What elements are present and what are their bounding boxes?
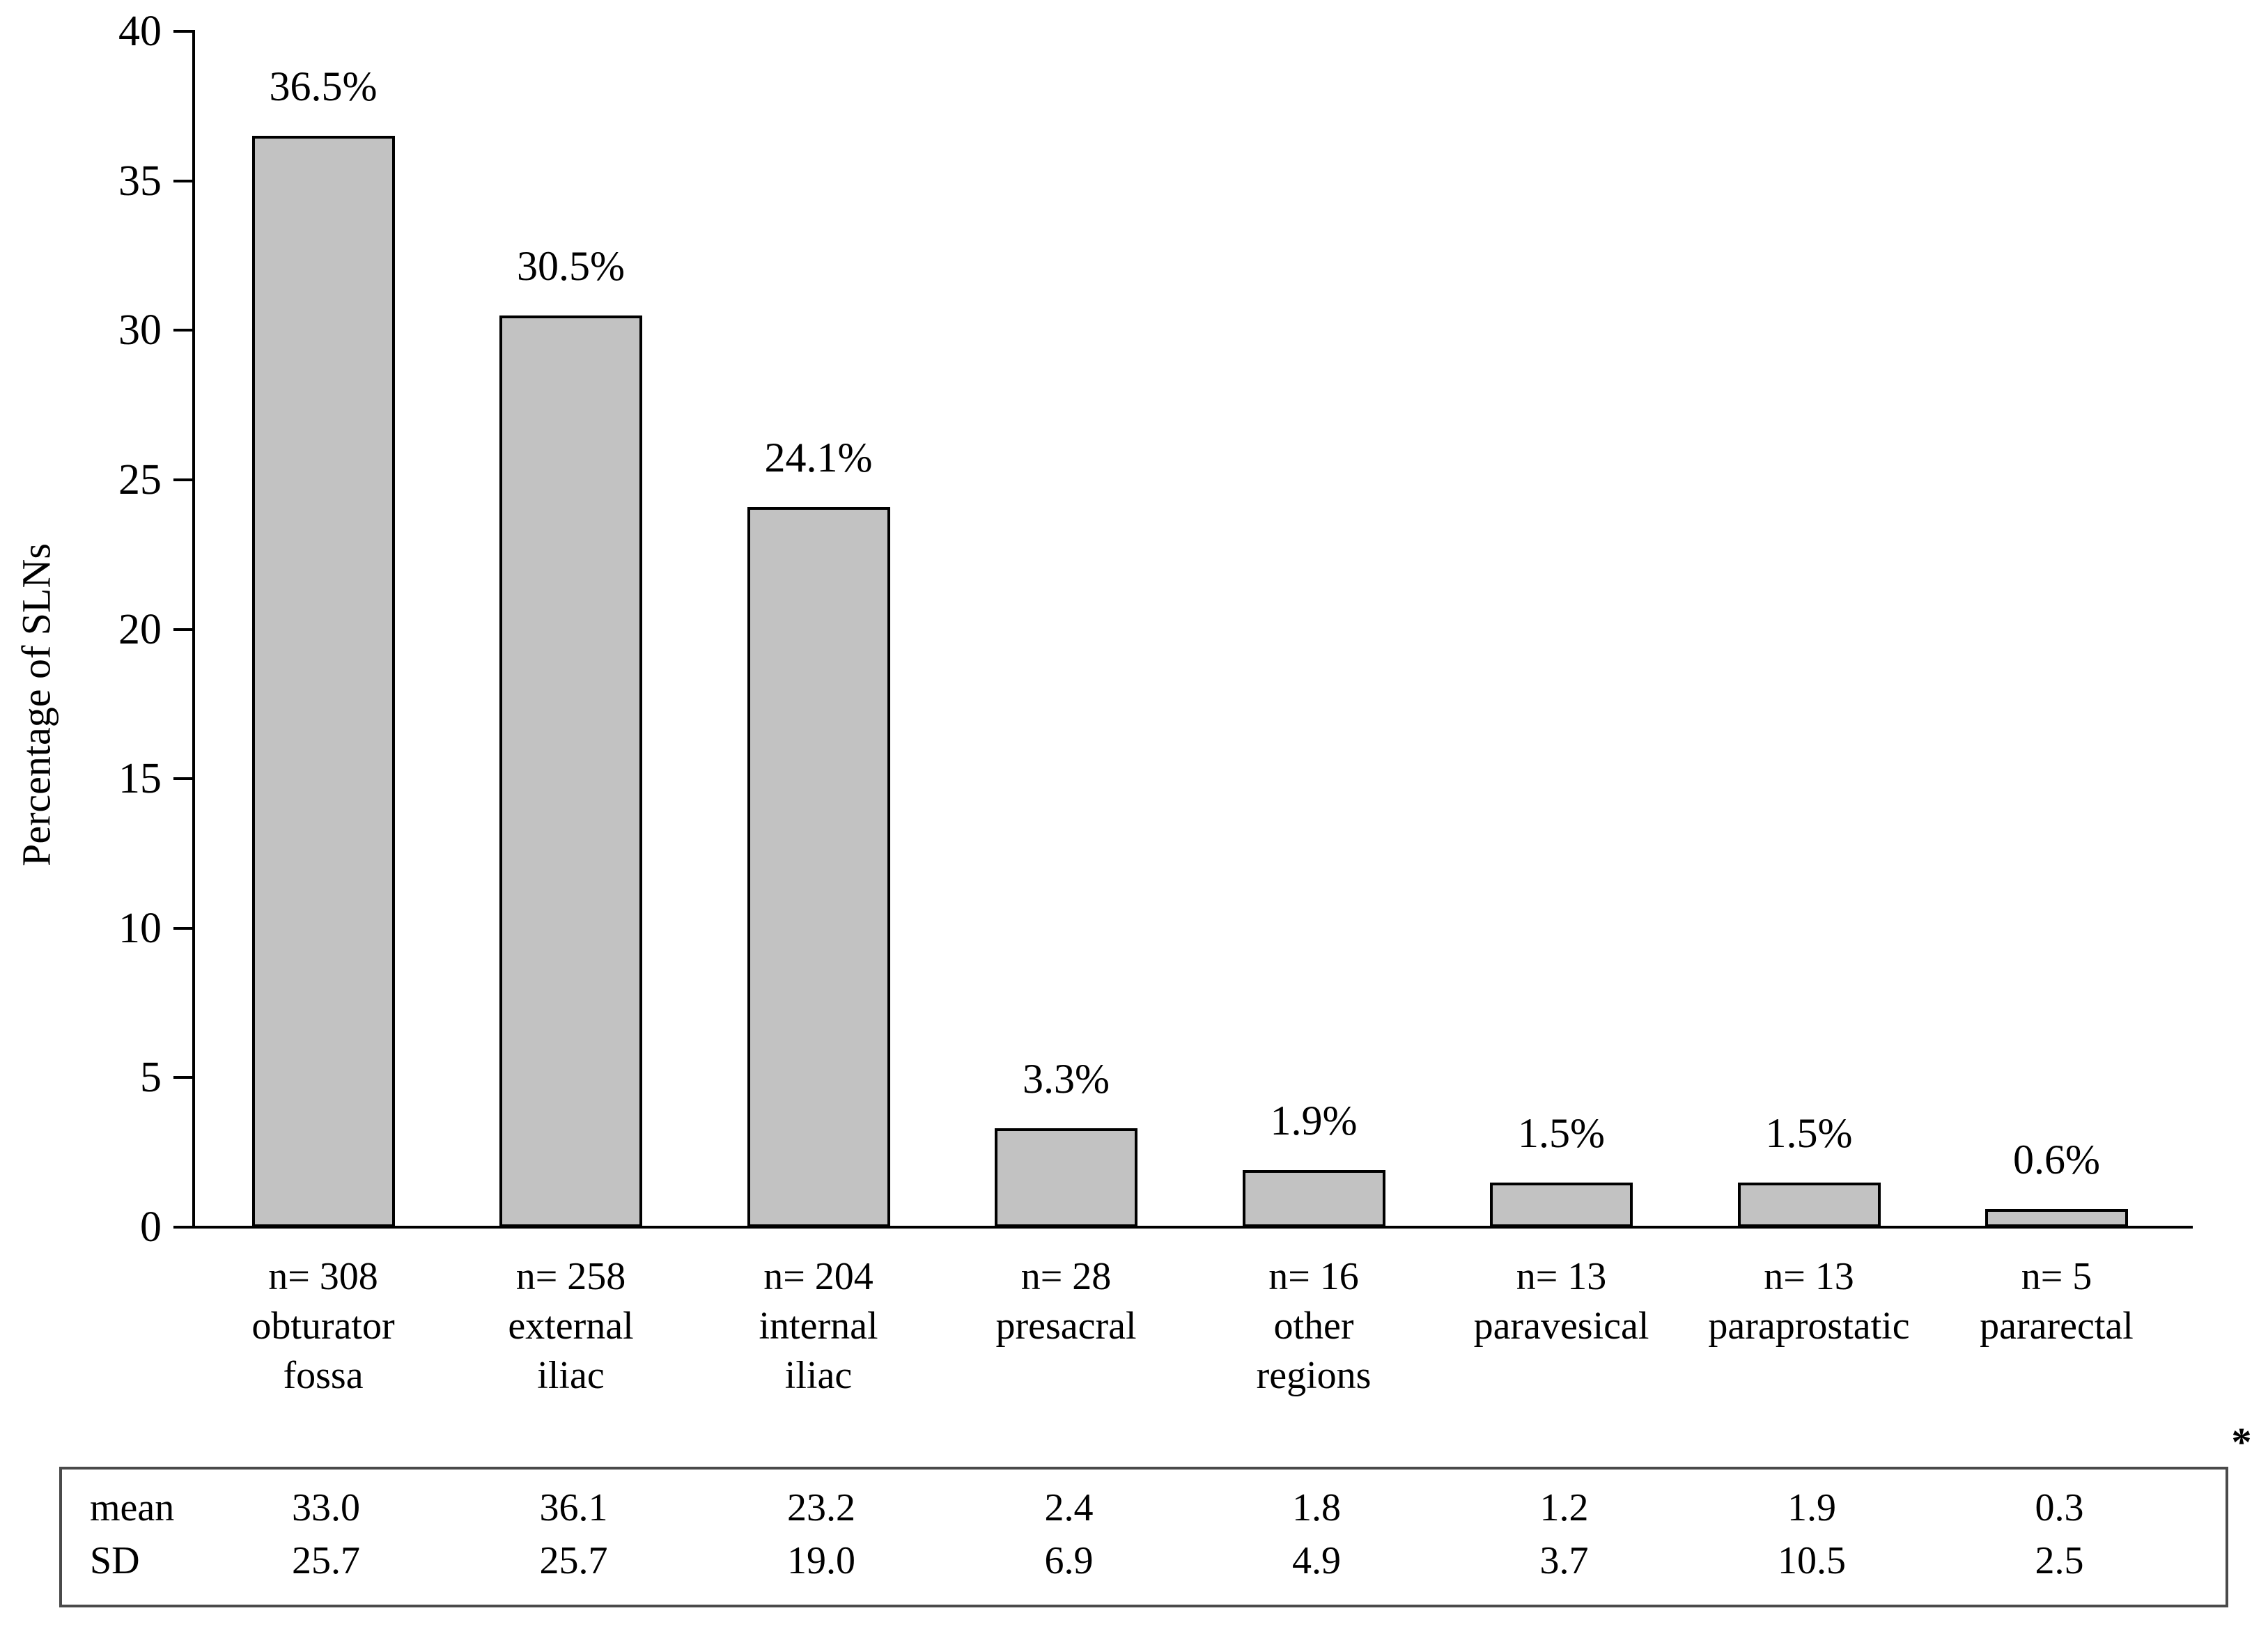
x-category-line: n= 13 [1764, 1255, 1854, 1298]
bar [1985, 1209, 2128, 1227]
bar-value-label: 1.5% [1765, 1109, 1853, 1156]
x-category-line: paraprostatic [1708, 1304, 1910, 1348]
bar-value-label: 1.5% [1518, 1109, 1605, 1156]
x-category-line: presacral [995, 1304, 1137, 1348]
y-tick-mark [173, 1226, 192, 1229]
bar [251, 136, 395, 1227]
stats-cell: 19.0 [787, 1539, 855, 1582]
x-category-line: other [1273, 1304, 1354, 1348]
x-category-line: obturator [251, 1304, 395, 1348]
y-tick-label: 25 [118, 455, 162, 504]
stats-cell: 1.9 [1787, 1486, 1836, 1529]
bar-value-label: 1.9% [1270, 1098, 1358, 1144]
x-category-label: n= 258 external iliac [425, 1252, 717, 1401]
y-tick-label: 30 [118, 306, 162, 354]
x-category-line: regions [1256, 1354, 1372, 1397]
y-axis-line [192, 30, 195, 1229]
bar-value-label: 36.5% [269, 63, 378, 110]
x-axis-line [192, 1226, 2193, 1229]
stats-cell: 10.5 [1778, 1539, 1846, 1582]
y-tick-mark [173, 179, 192, 182]
x-category-line: paravesical [1473, 1304, 1649, 1348]
stats-cell: 33.0 [292, 1486, 360, 1529]
stats-cell: 25.7 [539, 1539, 608, 1582]
x-category-line: external [508, 1304, 634, 1348]
x-category-line: fossa [283, 1354, 364, 1397]
stats-cell: 1.2 [1539, 1486, 1589, 1529]
x-category-line: n= 308 [268, 1255, 378, 1298]
y-tick-mark [173, 777, 192, 781]
x-category-label: n= 204 internal iliac [672, 1252, 965, 1401]
bar [499, 315, 642, 1227]
y-tick-label: 20 [118, 605, 162, 653]
x-category-line: n= 16 [1268, 1255, 1359, 1298]
bar-value-label: 30.5% [517, 242, 625, 289]
y-tick-label: 5 [140, 1054, 162, 1102]
footnote-asterisk-marker: * [2231, 1419, 2252, 1465]
x-category-label: n= 16 other regions [1167, 1252, 1460, 1401]
y-tick-label: 35 [118, 157, 162, 205]
stats-row-label: SD [90, 1539, 140, 1582]
stats-row-label: mean [90, 1486, 175, 1529]
x-category-line: n= 258 [515, 1255, 626, 1298]
x-category-line: internal [759, 1304, 878, 1348]
bar [1737, 1182, 1881, 1227]
y-tick-label: 15 [118, 755, 162, 803]
stats-table: mean 33.0 36.1 23.2 2.4 1.8 1.2 1.9 0.3 SD 25.7 25.… [59, 1467, 2228, 1607]
x-category-line: iliac [537, 1354, 605, 1397]
stats-cell: 2.4 [1044, 1486, 1094, 1529]
stats-cell: 1.8 [1292, 1486, 1341, 1529]
x-category-line: n= 13 [1516, 1255, 1607, 1298]
y-axis-title: Percentage of SLNs [13, 543, 59, 866]
y-tick-label: 0 [140, 1203, 162, 1251]
y-tick-label: 10 [118, 904, 162, 952]
y-tick-mark [173, 628, 192, 631]
x-category-label: n= 308 obturator fossa [177, 1252, 469, 1401]
y-tick-mark [173, 329, 192, 332]
y-tick-label: 40 [118, 8, 162, 55]
stats-cell: 36.1 [539, 1486, 608, 1529]
stats-cell: 25.7 [292, 1539, 360, 1582]
bar [1242, 1170, 1385, 1227]
x-category-label: n= 28 presacral [920, 1252, 1213, 1351]
stats-cell: 6.9 [1044, 1539, 1094, 1582]
stats-cell: 2.5 [2035, 1539, 2084, 1582]
stats-cell: 23.2 [787, 1486, 855, 1529]
x-category-line: iliac [784, 1354, 853, 1397]
x-category-label: n= 13 paravesical [1415, 1252, 1708, 1351]
bar-value-label: 3.3% [1023, 1056, 1110, 1102]
bar [1490, 1182, 1633, 1227]
y-tick-mark [173, 30, 192, 33]
bar-value-label: 0.6% [2013, 1137, 2100, 1183]
x-category-label: n= 5 pararectal [1911, 1252, 2203, 1351]
bar-value-label: 24.1% [764, 434, 873, 481]
x-category-line: pararectal [1980, 1304, 2134, 1348]
bar [995, 1128, 1137, 1227]
y-tick-mark [173, 926, 192, 930]
x-category-line: n= 28 [1020, 1255, 1112, 1298]
stats-cell: 3.7 [1539, 1539, 1589, 1582]
x-category-line: n= 204 [763, 1255, 873, 1298]
y-tick-mark [173, 1076, 192, 1079]
bar [747, 506, 890, 1227]
stats-cell: 0.3 [2035, 1486, 2084, 1529]
x-category-line: n= 5 [2021, 1255, 2092, 1298]
stats-cell: 4.9 [1292, 1539, 1341, 1582]
x-category-label: n= 13 paraprostatic [1663, 1252, 1955, 1351]
y-tick-mark [173, 478, 192, 481]
